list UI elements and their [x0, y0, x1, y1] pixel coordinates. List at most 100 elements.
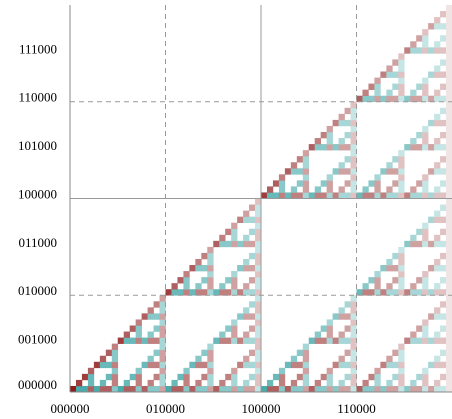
cell: [446, 59, 452, 66]
cell: [434, 385, 441, 393]
cell: [159, 313, 166, 320]
cell: [159, 349, 166, 357]
cell: [380, 95, 387, 103]
y-tick-label: 001000: [18, 332, 57, 347]
cell: [296, 373, 304, 381]
cell: [326, 373, 333, 381]
cell: [129, 373, 136, 381]
cell: [440, 119, 447, 127]
cell: [326, 385, 333, 393]
axes: 000000 010000 100000 110000 000000 001000 0100…: [18, 5, 452, 416]
cell: [446, 162, 452, 169]
cell: [350, 379, 357, 387]
cell: [111, 361, 119, 369]
cell: [326, 331, 333, 338]
cell: [446, 337, 452, 344]
cell: [398, 77, 405, 84]
cell: [416, 192, 423, 199]
cell: [368, 83, 375, 90]
cell: [314, 186, 321, 193]
cell: [255, 204, 262, 211]
cell: [332, 144, 339, 151]
cell: [398, 385, 405, 393]
cell: [201, 289, 208, 296]
cell: [314, 192, 321, 199]
cell: [147, 337, 154, 344]
cell: [398, 367, 405, 375]
cell: [159, 295, 166, 302]
cell: [296, 168, 304, 175]
cell: [147, 313, 154, 320]
cell: [344, 301, 351, 308]
cell: [207, 265, 214, 272]
cell: [213, 337, 220, 344]
cells: [70, 5, 452, 393]
y-tick-label: 101000: [18, 138, 57, 153]
cell: [422, 240, 429, 248]
cell: [404, 385, 411, 393]
cell: [404, 192, 411, 199]
cell: [296, 361, 304, 369]
cell: [350, 307, 357, 314]
cell: [398, 289, 405, 296]
cell: [195, 361, 202, 369]
cell: [368, 385, 375, 393]
cell: [308, 337, 316, 344]
cell: [189, 265, 196, 272]
cell: [350, 361, 357, 369]
cell: [266, 385, 274, 393]
cell: [326, 319, 333, 326]
cell: [296, 349, 304, 357]
cell: [440, 301, 447, 308]
cell: [159, 325, 166, 332]
cell: [422, 373, 429, 381]
cell: [440, 289, 447, 296]
cell: [302, 192, 310, 199]
cell: [231, 228, 238, 236]
cell: [344, 325, 351, 332]
cell: [446, 325, 452, 332]
cell: [195, 265, 202, 272]
cell: [446, 283, 452, 290]
cell: [374, 277, 381, 284]
cell: [207, 385, 214, 393]
cell: [440, 83, 447, 90]
cell: [386, 289, 393, 296]
cell: [446, 271, 452, 278]
cell: [255, 319, 262, 326]
cell: [111, 385, 119, 393]
cell: [255, 361, 262, 369]
cell: [320, 192, 327, 199]
cell: [93, 385, 101, 393]
cell: [446, 168, 452, 175]
cell: [410, 192, 417, 199]
cell: [440, 168, 447, 175]
cell: [183, 385, 190, 393]
cell: [308, 144, 316, 151]
cell: [201, 361, 208, 369]
y-tick-label: 100000: [18, 186, 57, 201]
y-tick-label: 111000: [19, 41, 57, 56]
cell: [386, 385, 393, 393]
cell: [434, 283, 441, 290]
x-tick-label: 100000: [242, 401, 281, 416]
cell: [177, 385, 184, 393]
cell: [231, 385, 238, 393]
cell: [440, 228, 447, 236]
cell: [159, 343, 166, 350]
cell: [272, 385, 280, 393]
cell: [338, 337, 345, 344]
cell: [392, 349, 399, 357]
cell: [266, 186, 274, 193]
cell: [344, 180, 351, 187]
cell: [296, 385, 304, 393]
cell: [177, 289, 184, 296]
cell: [249, 385, 256, 393]
cell: [231, 222, 238, 230]
cell: [422, 89, 429, 97]
cell: [111, 355, 119, 363]
cell: [189, 289, 196, 296]
cell: [440, 349, 447, 357]
cell: [350, 343, 357, 350]
cell: [434, 289, 441, 296]
